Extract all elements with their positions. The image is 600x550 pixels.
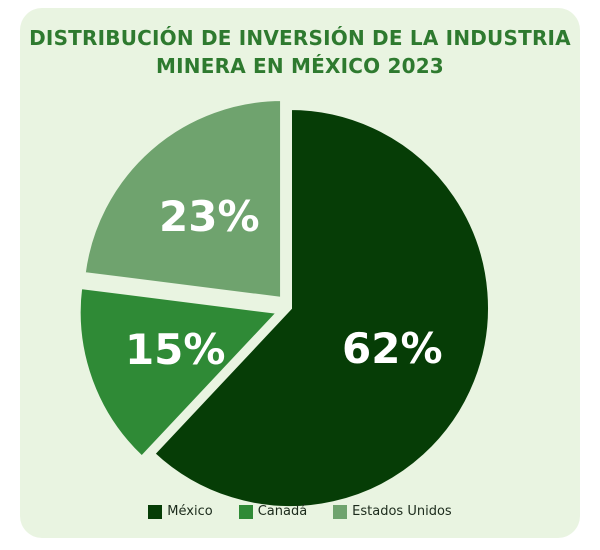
legend-label-canada: Canadá [257, 504, 308, 519]
pie-slice-estados-unidos [81, 96, 285, 302]
chart-card: DISTRIBUCIÓN DE INVERSIÓN DE LA INDUSTRI… [20, 8, 580, 538]
pie-chart: 62% 15% 23% [76, 96, 492, 510]
legend-swatch-estados-unidos [333, 504, 348, 519]
legend-swatch-mexico [148, 504, 163, 519]
legend-label-mexico: México [167, 504, 213, 519]
chart-title-line-2: MINERA EN MÉXICO 2023 [156, 54, 444, 78]
data-label-mexico: 62% [342, 324, 443, 373]
data-label-estados-unidos: 23% [159, 192, 260, 241]
legend: México Canadá Estados Unidos [20, 504, 580, 519]
data-label-canada: 15% [125, 325, 226, 374]
legend-item-estados-unidos: Estados Unidos [333, 504, 452, 519]
pie-slice-canada [76, 284, 283, 461]
legend-item-mexico: México [148, 504, 213, 519]
chart-title-line-1: DISTRIBUCIÓN DE INVERSIÓN DE LA INDUSTRI… [29, 26, 571, 50]
legend-label-estados-unidos: Estados Unidos [352, 504, 452, 519]
chart-title: DISTRIBUCIÓN DE INVERSIÓN DE LA INDUSTRI… [20, 24, 580, 80]
legend-swatch-canada [238, 504, 253, 519]
pie-slice-mexico [150, 105, 492, 510]
legend-item-canada: Canadá [238, 504, 308, 519]
